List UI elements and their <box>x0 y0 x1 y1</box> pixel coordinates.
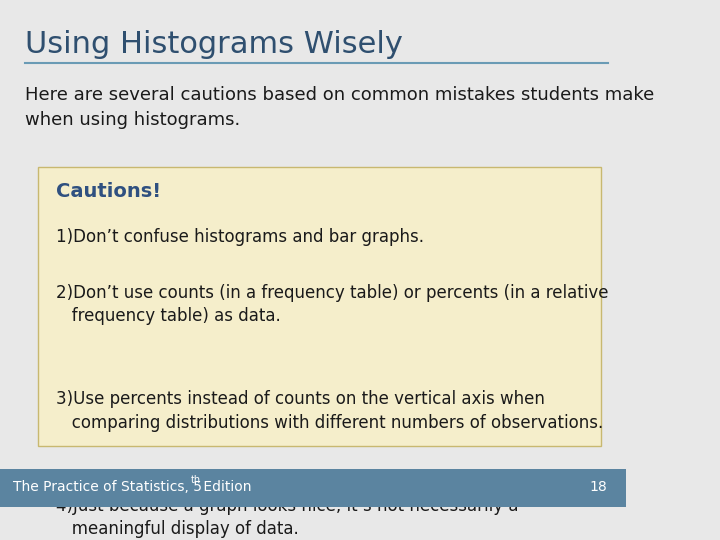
Text: 18: 18 <box>590 481 608 495</box>
Text: 3)Use percents instead of counts on the vertical axis when
   comparing distribu: 3)Use percents instead of counts on the … <box>56 390 603 432</box>
Text: 1)Don’t confuse histograms and bar graphs.: 1)Don’t confuse histograms and bar graph… <box>56 228 424 246</box>
Text: 4)Just because a graph looks nice, it’s not necessarily a
   meaningful display : 4)Just because a graph looks nice, it’s … <box>56 497 519 538</box>
FancyBboxPatch shape <box>37 167 601 446</box>
Text: th: th <box>191 475 201 485</box>
Text: Here are several cautions based on common mistakes students make
when using hist: Here are several cautions based on commo… <box>25 86 654 129</box>
Text: 2)Don’t use counts (in a frequency table) or percents (in a relative
   frequenc: 2)Don’t use counts (in a frequency table… <box>56 284 609 326</box>
Text: Using Histograms Wisely: Using Histograms Wisely <box>25 30 403 59</box>
Text: Edition: Edition <box>199 481 252 495</box>
Text: The Practice of Statistics, 5: The Practice of Statistics, 5 <box>12 481 202 495</box>
Bar <box>0 469 626 507</box>
Text: Cautions!: Cautions! <box>56 183 161 201</box>
